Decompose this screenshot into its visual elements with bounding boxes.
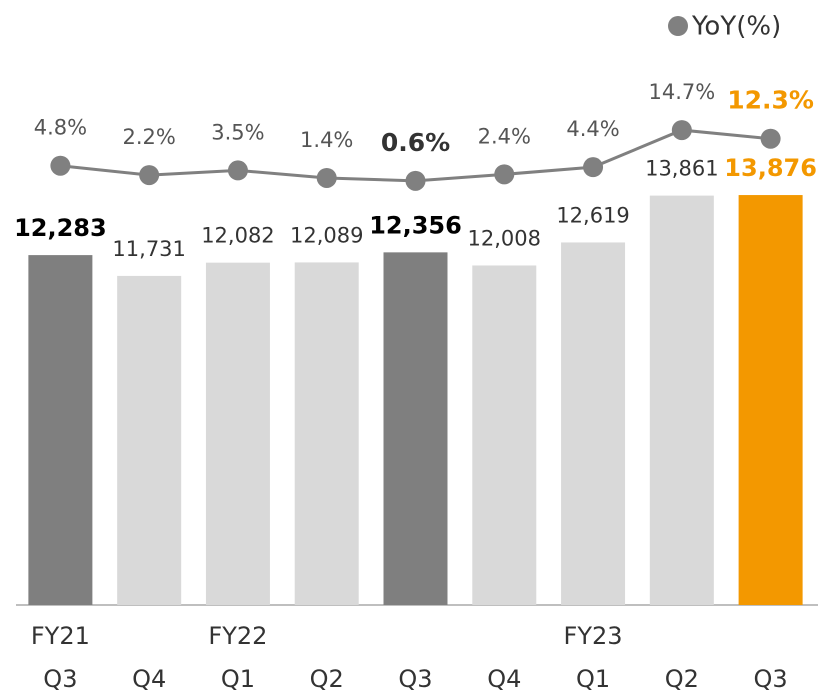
x-tick-label: Q4: [132, 665, 166, 693]
bar-value-label: 12,619: [556, 203, 629, 227]
bar: [294, 262, 359, 605]
yoy-point: [50, 155, 71, 176]
x-tick-label: Q3: [754, 665, 788, 693]
bar-value-label: 12,082: [201, 224, 274, 248]
yoy-value-label: 12.3%: [727, 86, 814, 115]
legend-label: YoY(%): [691, 12, 781, 42]
yoy-point: [760, 128, 781, 149]
yoy-value-label: 0.6%: [381, 128, 450, 157]
x-tick-label: Q1: [221, 665, 255, 693]
bar: [472, 265, 537, 605]
yoy-point: [316, 167, 337, 188]
yoy-value-label: 1.4%: [300, 128, 353, 152]
bar-value-label: 13,861: [645, 157, 718, 181]
bar: [205, 262, 270, 605]
x-year-label: FY21: [31, 622, 90, 650]
bar: [28, 255, 93, 606]
x-tick-label: Q4: [487, 665, 521, 693]
bar-value-label: 11,731: [112, 237, 185, 261]
yoy-value-label: 2.2%: [122, 125, 175, 149]
bar: [561, 242, 626, 606]
bar: [649, 195, 714, 605]
bar-value-label: 13,876: [724, 154, 817, 182]
x-tick-label: Q2: [310, 665, 344, 693]
bar-value-label: 12,356: [369, 211, 462, 239]
yoy-value-label: 14.7%: [648, 80, 715, 104]
yoy-point: [494, 164, 515, 185]
x-tick-label: Q3: [43, 665, 77, 693]
yoy-value-label: 4.8%: [34, 116, 87, 140]
bar: [117, 275, 182, 605]
yoy-point: [583, 157, 604, 178]
bar: [383, 252, 448, 605]
bar-value-label: 12,283: [14, 214, 107, 242]
yoy-value-label: 3.5%: [211, 120, 264, 144]
yoy-point: [139, 165, 160, 186]
bar: [738, 195, 803, 605]
x-year-label: FY22: [208, 622, 267, 650]
bar-value-label: 12,089: [290, 223, 363, 247]
yoy-value-label: 4.4%: [566, 117, 619, 141]
yoy-point: [227, 160, 248, 181]
legend-marker: [668, 16, 688, 36]
yoy-point: [405, 170, 426, 191]
bar-value-label: 12,008: [468, 226, 541, 250]
x-tick-label: Q3: [398, 665, 432, 693]
x-tick-label: Q1: [576, 665, 610, 693]
yoy-value-label: 2.4%: [478, 124, 531, 148]
x-tick-label: Q2: [665, 665, 699, 693]
x-year-label: FY23: [564, 622, 623, 650]
yoy-point: [671, 120, 692, 141]
